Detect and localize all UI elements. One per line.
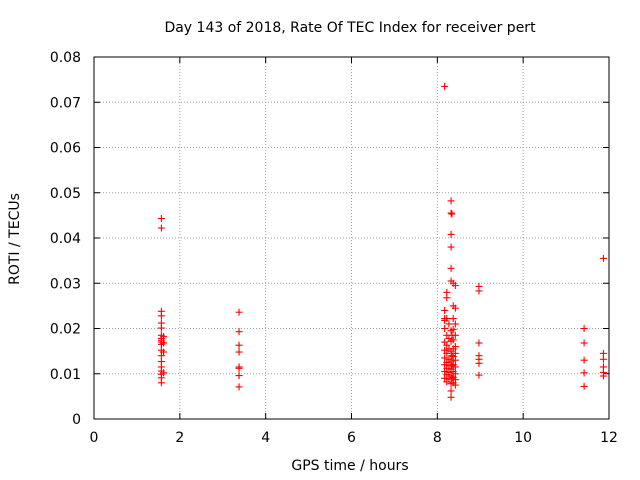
data-point [157,379,165,387]
data-point [447,357,455,365]
data-point [449,336,457,344]
data-point [441,306,449,314]
data-point [451,343,459,351]
data-point [580,356,588,364]
x-tick-labels: 0 2 4 6 8 10 12 [90,430,618,446]
data-point [451,370,459,378]
data-point [157,324,165,332]
data-point [451,320,459,328]
data-point [235,348,243,356]
data-point [235,364,243,372]
data-point [599,372,607,380]
x-tick-label: 2 [175,430,184,446]
data-point [599,254,607,262]
y-tick-label: 0.05 [50,186,81,202]
data-point [451,282,459,290]
y-tick-label: 0.01 [50,367,81,383]
y-tick-label: 0.02 [50,322,81,338]
data-point [160,369,168,377]
data-point [451,349,459,357]
data-point [580,339,588,347]
data-point [451,356,459,364]
data-point [235,308,243,316]
data-point [443,315,451,323]
data-point [160,333,168,341]
data-points [157,82,607,401]
data-point [235,383,243,391]
data-point [580,382,588,390]
data-point [451,381,459,389]
data-point [235,372,243,380]
data-point [580,369,588,377]
data-point [443,341,451,349]
data-point [475,339,483,347]
data-point [157,224,165,232]
x-axis-label: GPS time / hours [291,458,408,474]
data-point [451,363,459,371]
data-point [451,304,459,312]
y-tick-label: 0 [72,412,81,428]
y-tick-labels: 0 0.01 0.02 0.03 0.04 0.05 0.06 0.07 0.08 [50,50,81,428]
data-point [441,82,449,90]
data-point [448,210,456,218]
x-tick-label: 6 [347,430,356,446]
x-tick-label: 12 [600,430,618,446]
data-point [160,348,168,356]
data-point [235,328,243,336]
data-point [447,243,455,251]
data-point [449,315,457,323]
axis-ticks [93,56,610,420]
data-point [447,393,455,401]
data-point [443,349,451,357]
chart-title: Day 143 of 2018, Rate Of TEC Index for r… [164,20,536,36]
data-point [441,354,449,362]
data-point [448,374,456,382]
data-point [160,339,168,347]
data-point [599,349,607,357]
data-point [475,371,483,379]
data-point [449,325,457,333]
data-point [447,209,455,217]
y-tick-label: 0.07 [50,95,81,111]
data-point [447,264,455,272]
data-point [157,312,165,320]
data-point [441,325,449,332]
x-tick-label: 0 [90,430,99,446]
data-point [445,320,453,328]
data-point [157,215,165,223]
x-tick-label: 8 [433,430,442,446]
data-point [448,362,456,370]
data-point [451,331,459,339]
data-point [447,387,455,395]
y-tick-label: 0.08 [50,50,81,66]
data-point [599,355,607,363]
data-point [447,197,455,205]
data-point [447,230,455,238]
data-point [235,341,243,349]
y-tick-label: 0.03 [50,276,81,292]
data-point [441,374,449,382]
y-tick-label: 0.04 [50,231,81,247]
grid-lines [94,57,609,419]
x-tick-label: 10 [514,430,532,446]
data-point [443,294,451,302]
data-point [157,352,165,360]
x-tick-label: 4 [261,430,270,446]
data-point [580,325,588,332]
y-axis-label: ROTI / TECUs [7,193,23,285]
data-point [475,287,483,295]
data-point [475,359,483,367]
y-tick-label: 0.06 [50,141,81,157]
